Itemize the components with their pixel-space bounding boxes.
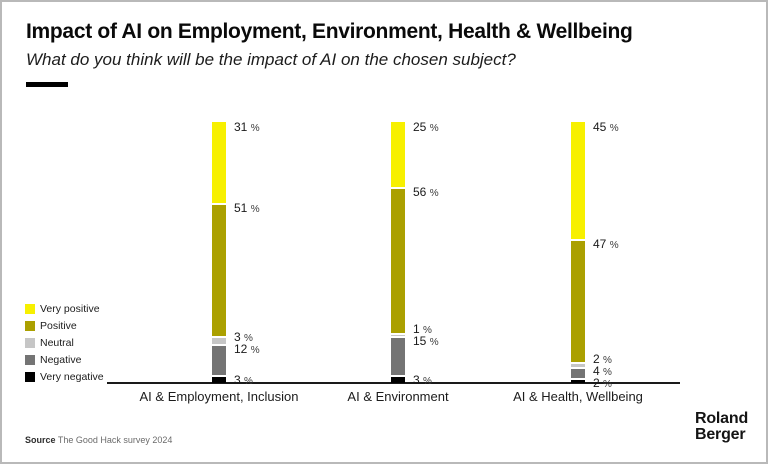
segment-value-label: 2 % [593, 375, 612, 390]
bar-segment [212, 202, 226, 337]
percent-sign: % [603, 378, 612, 390]
segment-value-label: 3 % [234, 373, 253, 388]
segment-value-label: 47 % [593, 237, 619, 252]
bar-segment [391, 333, 405, 337]
legend-label: Negative [40, 353, 82, 366]
segment-value-label: 51 % [234, 200, 260, 215]
legend-swatch [25, 354, 35, 365]
source-text: The Good Hack survey 2024 [57, 435, 173, 445]
bar-segment [571, 367, 585, 378]
legend-label: Positive [40, 319, 77, 332]
legend-swatch [25, 303, 35, 314]
bar-segment [391, 336, 405, 376]
bar-segment [571, 122, 585, 240]
page-subtitle: What do you think will be the impact of … [26, 50, 516, 69]
percent-sign: % [429, 123, 439, 134]
bar-segment [212, 336, 226, 344]
category-label: AI & Environment [347, 389, 449, 404]
percent-sign: % [609, 240, 619, 252]
segment-value-label: 3 % [234, 329, 253, 344]
bar-segment [571, 377, 585, 383]
source-label: Source [25, 435, 56, 445]
percent-sign: % [603, 366, 612, 378]
roland-berger-logo: Roland Berger [695, 411, 748, 442]
legend-item: Very positive [25, 300, 104, 317]
bar-segment [212, 122, 226, 203]
source-note: Source The Good Hack survey 2024 [25, 435, 172, 445]
legend-swatch [25, 320, 35, 331]
legend-swatch [25, 371, 35, 382]
percent-sign: % [423, 325, 432, 337]
page-title: Impact of AI on Employment, Environment,… [26, 20, 633, 43]
legend-label: Very positive [40, 302, 100, 315]
legend-item: Very negative [25, 368, 104, 385]
logo-line: Berger [695, 425, 746, 443]
percent-sign: % [244, 376, 253, 388]
percent-sign: % [609, 123, 619, 134]
category-label: AI & Health, Wellbeing [513, 389, 643, 404]
segment-value-label: 45 % [593, 120, 619, 134]
bar-segment [391, 122, 405, 188]
segment-value-label: 56 % [413, 185, 439, 200]
segment-value-label: 3 % [413, 373, 432, 388]
bar-segment [391, 375, 405, 383]
legend-swatch [25, 337, 35, 348]
stacked-bar [391, 122, 405, 383]
percent-sign: % [423, 376, 432, 388]
segment-value-label: 25 % [413, 120, 439, 134]
bar-segment [571, 239, 585, 363]
bar-segment [212, 343, 226, 376]
percent-sign: % [250, 123, 260, 134]
legend: Very positive Positive Neutral Negative Very… [25, 300, 104, 385]
segment-value-label: 1 % [413, 322, 432, 337]
segment-value-label: 12 % [234, 341, 260, 356]
legend-label: Neutral [40, 336, 74, 349]
bar-segment [391, 187, 405, 334]
percent-sign: % [429, 337, 439, 349]
logo-line: Roland [695, 410, 749, 427]
legend-item: Positive [25, 317, 104, 334]
percent-sign: % [244, 332, 253, 344]
stacked-bar [571, 122, 585, 383]
legend-label: Very negative [40, 370, 104, 383]
segment-value-label: 4 % [593, 363, 612, 378]
segment-value-label: 2 % [593, 351, 612, 366]
segment-value-label: 31 % [234, 120, 260, 134]
title-accent-dash [26, 82, 68, 87]
segment-value-label: 15 % [413, 334, 439, 349]
percent-sign: % [603, 354, 612, 366]
percent-sign: % [250, 203, 260, 215]
stacked-bar [212, 122, 226, 383]
percent-sign: % [250, 344, 260, 356]
percent-sign: % [429, 188, 439, 200]
bar-segment [571, 362, 585, 368]
bar-segment [212, 375, 226, 383]
legend-item: Neutral [25, 334, 104, 351]
category-label: AI & Employment, Inclusion [139, 389, 299, 404]
legend-item: Negative [25, 351, 104, 368]
